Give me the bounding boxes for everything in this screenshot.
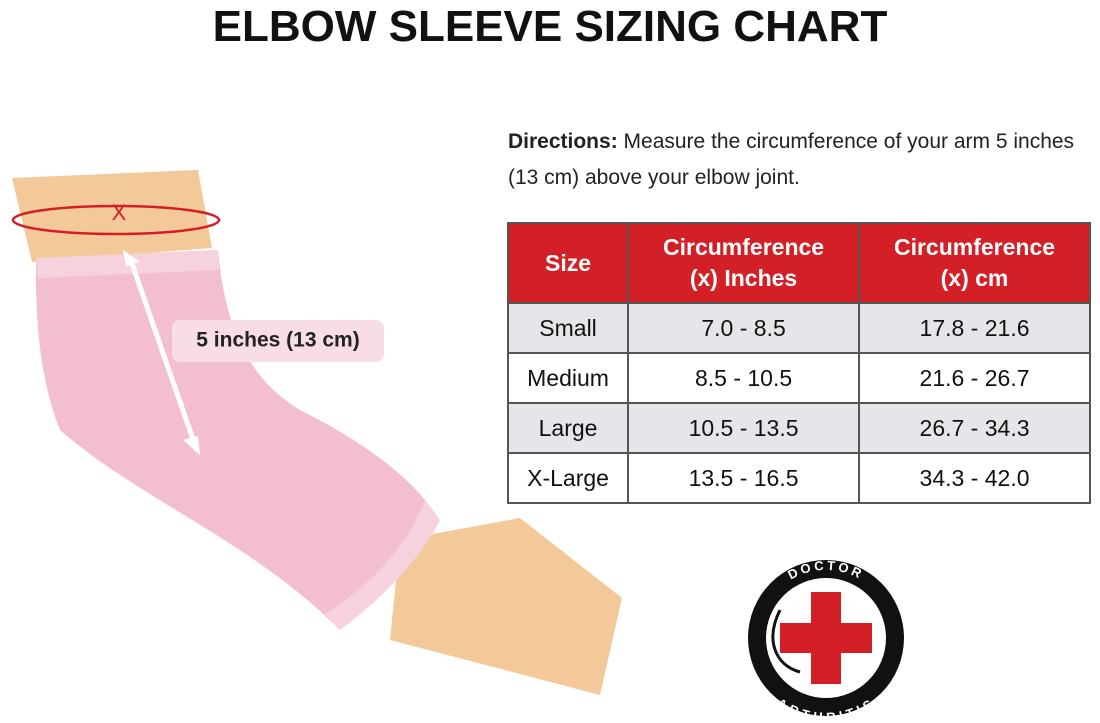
header-cell: Circumference (x) Inches <box>627 222 861 304</box>
table-cell: Large <box>506 402 630 454</box>
directions-label: Directions: <box>508 130 618 153</box>
table-cell: Medium <box>506 352 630 404</box>
table-cell: 8.5 - 10.5 <box>627 352 861 404</box>
table-cell: Small <box>506 302 630 354</box>
measure-marker: X <box>112 200 127 225</box>
header-text: (x) cm <box>940 265 1009 291</box>
header-row: Size Circumference (x) Inches Circumference… <box>506 222 1091 304</box>
table-row: Small 7.0 - 8.5 17.8 - 21.6 <box>506 302 1091 354</box>
directions: Directions: Measure the circumference of… <box>508 124 1098 196</box>
header-cell: Circumference (x) cm <box>858 222 1091 304</box>
arm-drawing <box>11 170 622 695</box>
title: ELBOW SLEEVE SIZING CHART <box>212 2 888 51</box>
size-table: Size Circumference (x) Inches Circumference… <box>506 222 1091 504</box>
header-text: Size <box>545 249 592 276</box>
header-text: Circumference <box>663 234 825 260</box>
table-cell: 10.5 - 13.5 <box>627 402 861 454</box>
table-cell: 13.5 - 16.5 <box>627 452 861 504</box>
table-cell: 17.8 - 21.6 <box>858 302 1091 354</box>
table-cell: 21.6 - 26.7 <box>858 352 1091 404</box>
distance-label: 5 inches (13 cm) <box>196 329 359 352</box>
logo: DOCTOR ARTHRITIS <box>748 558 904 723</box>
table-cell: 7.0 - 8.5 <box>627 302 861 354</box>
header-text: Circumference <box>893 234 1056 260</box>
header-cell: Size <box>506 222 630 304</box>
table-cell: X-Large <box>506 452 630 504</box>
directions-text: Measure the circumference of your arm 5 … <box>508 130 1075 189</box>
table-row: X-Large 13.5 - 16.5 34.3 - 42.0 <box>506 452 1091 504</box>
table-row: Medium 8.5 - 10.5 21.6 - 26.7 <box>506 352 1091 404</box>
table-cell: 34.3 - 42.0 <box>858 452 1091 504</box>
table-row: Large 10.5 - 13.5 26.7 - 34.3 <box>506 402 1091 454</box>
header-text: (x) Inches <box>689 265 798 291</box>
table-cell: 26.7 - 34.3 <box>858 402 1091 454</box>
